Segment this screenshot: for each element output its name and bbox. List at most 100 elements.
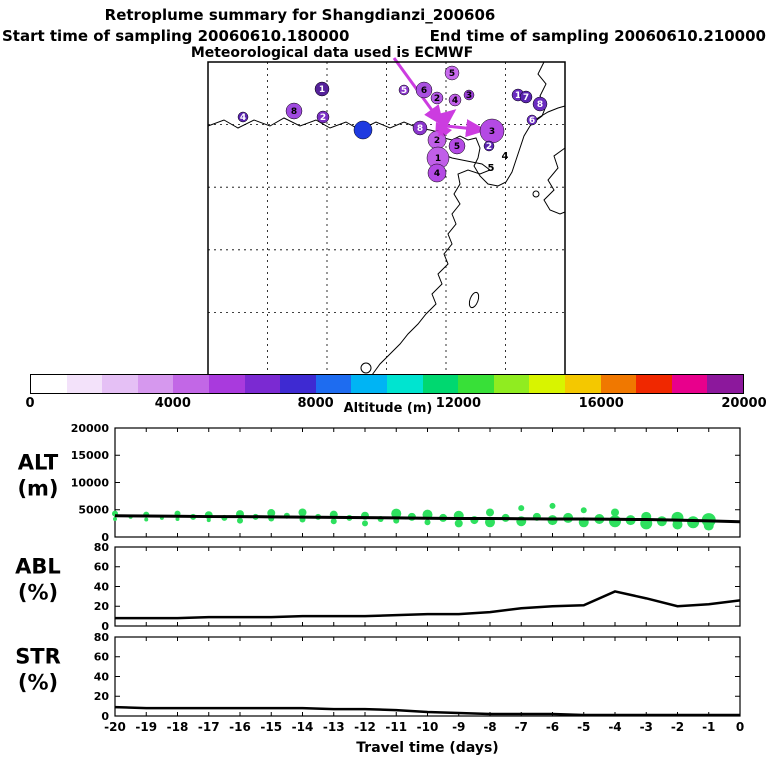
island-taiwan — [468, 291, 480, 309]
colorbar-segment — [351, 375, 387, 393]
cluster-number: 1 — [435, 154, 441, 164]
cluster-number: 3 — [489, 127, 495, 137]
cluster-number: 5 — [401, 86, 407, 96]
cluster-circle — [427, 163, 447, 183]
cluster-circle — [483, 140, 495, 152]
altitude-scatter-point — [298, 508, 307, 517]
abl-axis-label: (%) — [18, 581, 58, 605]
colorbar-tick-label: 16000 — [578, 396, 624, 411]
colorbar-tick-label: 20000 — [721, 396, 767, 411]
colorbar-segment — [458, 375, 494, 393]
colorbar-segment — [137, 375, 174, 393]
str-panel-box — [114, 636, 741, 717]
cluster-number: 1 — [319, 85, 325, 95]
x-tick-label: -15 — [260, 720, 282, 734]
cluster-number: 5 — [449, 69, 455, 79]
altitude-scatter-point — [175, 517, 180, 522]
cluster-number: 1 — [515, 91, 521, 101]
cluster-number: 4 — [434, 169, 440, 179]
x-tick-label: -10 — [417, 720, 439, 734]
x-tick-label: -19 — [135, 720, 157, 734]
y-tick-label: 80 — [94, 631, 110, 644]
altitude-scatter-point — [237, 517, 243, 524]
altitude-scatter-point — [609, 515, 621, 528]
cluster-number: 8 — [291, 107, 297, 117]
x-tick-label: -7 — [515, 720, 528, 734]
cluster-circle — [463, 89, 475, 101]
x-tick-label: -2 — [671, 720, 684, 734]
colorbar-segment — [173, 375, 209, 393]
altitude-scatter-point — [424, 519, 431, 526]
colorbar-segment — [707, 375, 743, 393]
cluster-number: 8 — [537, 100, 543, 110]
altitude-scatter-point — [362, 520, 368, 527]
colorbar-segment — [493, 375, 530, 393]
cluster-circle — [430, 91, 444, 105]
y-tick-label: 0 — [101, 531, 109, 544]
alt-line — [114, 514, 741, 524]
cluster-circle — [526, 114, 538, 126]
abl-line — [115, 590, 741, 620]
colorbar-tick-label: 8000 — [297, 396, 334, 411]
colorbar-segment — [102, 375, 138, 393]
cluster-number: 2 — [434, 136, 440, 146]
receptor-star-icon: ★ — [434, 123, 447, 141]
altitude-scatter-point — [580, 507, 587, 514]
colorbar-segment — [280, 375, 316, 393]
cluster-number: 2 — [320, 113, 326, 123]
map-graticule — [208, 62, 565, 375]
altitude-scatter-point — [611, 508, 619, 517]
x-tick-label: -1 — [702, 720, 715, 734]
x-axis-title: Travel time (days) — [356, 740, 498, 756]
x-tick-label: -3 — [640, 720, 653, 734]
cluster-circle — [353, 120, 373, 140]
y-tick-label: 20 — [94, 600, 110, 613]
altitude-scatter-point — [549, 502, 556, 509]
colorbar-tick-label: 0 — [25, 396, 35, 411]
cluster-circle — [316, 110, 330, 124]
x-tick-label: -12 — [354, 720, 376, 734]
altitude-scatter-point — [113, 517, 117, 522]
coast-japan — [543, 147, 566, 215]
y-tick-label: 20000 — [71, 422, 110, 435]
cluster-circle — [532, 96, 548, 112]
abl-axis-label: ABL — [15, 555, 61, 579]
str-axis-label: STR — [15, 645, 61, 669]
y-tick-label: 40 — [94, 580, 110, 593]
colorbar-segment — [564, 375, 601, 393]
start-time-label: Start time of sampling 20060610.180000 — [2, 27, 350, 45]
figure-title: Retroplume summary for Shangdianzi_20060… — [104, 6, 496, 24]
map-number-label: 5 — [488, 163, 495, 174]
island-small — [532, 190, 540, 198]
altitude-scatter-point — [486, 508, 494, 517]
x-tick-label: -9 — [452, 720, 465, 734]
x-tick-label: -11 — [385, 720, 407, 734]
colorbar-segment — [66, 375, 103, 393]
colorbar-segment — [636, 375, 672, 393]
colorbar-segment — [315, 375, 352, 393]
altitude-scatter-point — [454, 519, 463, 528]
altitude-scatter-point — [687, 516, 700, 529]
x-tick-label: -17 — [198, 720, 220, 734]
cluster-circle — [415, 81, 433, 99]
colorbar-segment — [529, 375, 565, 393]
met-data-label: Meteorological data used is ECMWF — [190, 45, 474, 61]
x-tick-label: -6 — [546, 720, 559, 734]
altitude-scatter-point — [672, 519, 683, 530]
y-tick-label: 20 — [94, 690, 110, 703]
end-time-label: End time of sampling 20060610.210000 — [429, 27, 766, 45]
x-tick-label: 0 — [736, 720, 744, 734]
altitude-scatter-point — [267, 509, 276, 518]
cluster-number: 4 — [452, 96, 458, 106]
x-tick-label: -14 — [292, 720, 314, 734]
colorbar-segment — [600, 375, 637, 393]
cluster-circle — [398, 84, 410, 96]
colorbar-caption: Altitude (m) — [343, 401, 433, 416]
x-tick-label: -20 — [104, 720, 126, 734]
colorbar-segment — [244, 375, 281, 393]
y-tick-label: 10000 — [71, 476, 110, 489]
cluster-circle — [285, 102, 303, 120]
